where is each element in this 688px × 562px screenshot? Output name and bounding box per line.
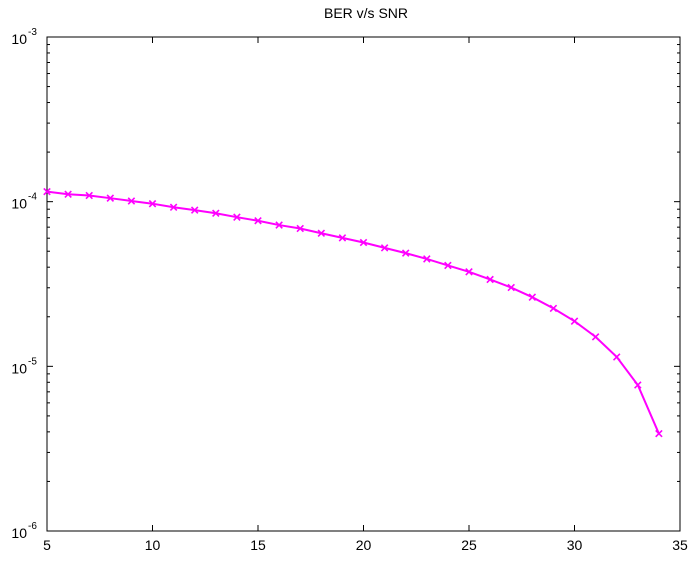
- y-tick-label: 10: [11, 31, 27, 47]
- x-tick-label: 30: [567, 537, 583, 553]
- data-point-marker: [380, 244, 389, 252]
- data-point-marker: [612, 353, 621, 361]
- data-point-marker: [148, 199, 157, 208]
- x-axis: 5 10 15 20 25 30 35: [43, 37, 688, 553]
- data-point-marker: [212, 209, 220, 218]
- data-point-marker: [43, 187, 51, 196]
- data-point-marker: [634, 381, 642, 389]
- x-tick-label: 20: [356, 537, 372, 553]
- data-point-marker: [549, 304, 558, 313]
- data-point-marker: [507, 283, 515, 292]
- data-point-marker: [401, 249, 410, 257]
- data-point-marker: [317, 229, 326, 238]
- data-point-marker: [591, 333, 600, 341]
- data-point-marker: [233, 213, 241, 221]
- series-line: [46, 190, 660, 435]
- data-point-marker: [85, 191, 93, 200]
- data-point-marker: [106, 194, 115, 202]
- y-tick-label: 10: [11, 196, 27, 212]
- x-tick-label: 35: [672, 537, 688, 553]
- data-point-marker: [275, 221, 283, 229]
- y-tick-exponent: -4: [28, 192, 37, 203]
- data-point-marker: [296, 224, 304, 233]
- x-tick-label: 15: [250, 537, 266, 553]
- y-axis: 10-610-510-410-3: [11, 27, 680, 541]
- data-point-marker: [64, 190, 72, 198]
- data-point-marker: [338, 234, 347, 242]
- y-tick-exponent: -5: [28, 356, 37, 367]
- data-point-marker: [254, 216, 262, 225]
- data-point-marker: [528, 293, 537, 301]
- data-point-marker: [359, 238, 368, 247]
- data-point-marker: [655, 429, 663, 438]
- x-tick-label: 5: [43, 537, 51, 553]
- data-point-marker: [444, 261, 452, 270]
- data-point-marker: [423, 255, 431, 263]
- data-point-marker: [190, 206, 199, 214]
- data-point-marker: [127, 197, 136, 205]
- chart-title: BER v/s SNR: [324, 5, 408, 21]
- y-tick-exponent: -3: [28, 27, 37, 38]
- data-point-marker: [465, 268, 473, 276]
- data-point-marker: [486, 275, 494, 284]
- series-layer: [43, 187, 663, 438]
- data-point-marker: [169, 203, 178, 212]
- x-tick-label: 10: [145, 537, 161, 553]
- x-tick-label: 25: [461, 537, 477, 553]
- y-tick-exponent: -6: [28, 521, 37, 532]
- y-tick-label: 10: [11, 360, 27, 376]
- plot-area: [46, 36, 681, 532]
- data-point-marker: [570, 317, 579, 325]
- y-tick-label: 10: [11, 525, 27, 541]
